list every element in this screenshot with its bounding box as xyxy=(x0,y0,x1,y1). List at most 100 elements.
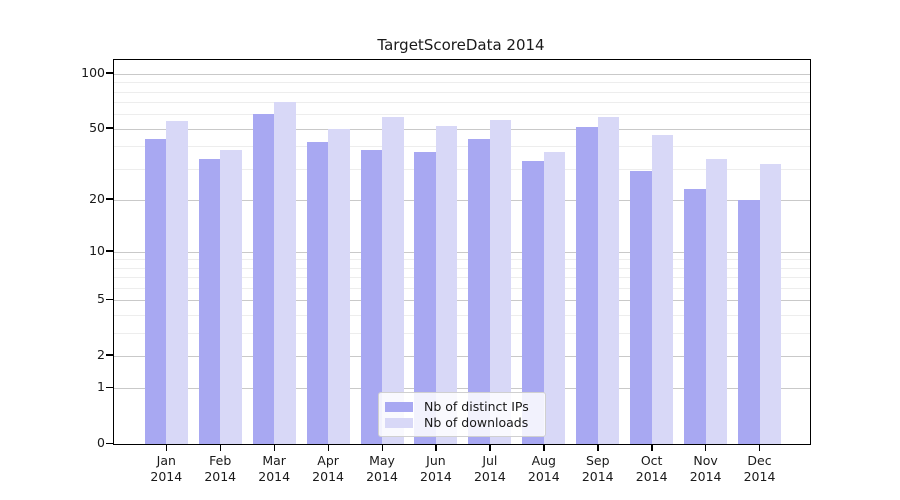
legend-swatch-downloads xyxy=(385,417,413,428)
x-tick-year: 2014 xyxy=(635,469,668,484)
x-tick-label: May 2014 xyxy=(352,453,412,485)
y-tick-mark xyxy=(106,298,113,301)
y-minor-gridline xyxy=(114,314,810,316)
x-tick-mark xyxy=(219,444,222,451)
bar-distinct-ips-may xyxy=(360,150,383,444)
y-tick-mark xyxy=(106,198,113,200)
y-major-gridline xyxy=(114,388,810,390)
bar-downloads-aug xyxy=(543,152,566,444)
x-tick-label: Jul 2014 xyxy=(460,453,520,485)
y-minor-gridline xyxy=(114,168,810,170)
y-minor-gridline xyxy=(114,277,810,279)
y-minor-gridline xyxy=(114,146,810,148)
x-tick-month: Sep xyxy=(585,453,610,468)
legend-swatch-distinct-ips xyxy=(385,401,413,412)
x-tick-year: 2014 xyxy=(150,469,183,484)
x-tick-month: Aug xyxy=(531,453,556,468)
x-tick-month: Jul xyxy=(482,453,498,468)
x-tick-month: Jan xyxy=(156,453,176,468)
x-tick-label: Apr 2014 xyxy=(298,453,358,485)
x-tick-year: 2014 xyxy=(312,469,344,484)
bar-downloads-feb xyxy=(220,150,242,444)
x-tick-label: Oct 2014 xyxy=(622,453,682,485)
y-minor-gridline xyxy=(114,91,810,93)
y-major-gridline xyxy=(114,128,810,130)
legend-label-distinct-ips: Nb of distinct IPs xyxy=(424,399,529,414)
bar-distinct-ips-nov xyxy=(684,189,706,444)
legend: Nb of distinct IPs Nb of downloads xyxy=(378,392,546,437)
y-major-gridline xyxy=(114,73,810,75)
y-major-gridline xyxy=(114,199,810,201)
x-tick-mark xyxy=(435,444,437,451)
y-tick-label: 10 xyxy=(89,242,105,258)
x-tick-label: Jan 2014 xyxy=(136,453,196,485)
x-tick-year: 2014 xyxy=(420,469,452,484)
x-tick-mark xyxy=(327,444,329,451)
y-minor-gridline xyxy=(114,267,810,269)
y-tick-label: 2 xyxy=(97,346,105,362)
chart-title: TargetScoreData 2014 xyxy=(377,36,545,54)
x-tick-mark xyxy=(705,444,707,451)
bar-distinct-ips-jan xyxy=(144,138,167,444)
x-tick-label: Nov 2014 xyxy=(676,453,736,485)
y-minor-gridline xyxy=(114,82,810,84)
bar-distinct-ips-jul xyxy=(468,138,490,444)
y-tick-label: 0 xyxy=(97,435,105,450)
bar-downloads-jan xyxy=(166,121,188,444)
x-tick-month: Jun xyxy=(426,453,446,468)
x-tick-year: 2014 xyxy=(473,469,506,484)
bar-distinct-ips-sep xyxy=(576,127,598,444)
x-tick-year: 2014 xyxy=(581,469,614,484)
x-tick-month: Dec xyxy=(747,453,772,468)
bar-distinct-ips-oct xyxy=(630,171,652,444)
plot-area xyxy=(113,59,811,445)
y-tick-label: 100 xyxy=(81,64,105,80)
y-tick-label: 5 xyxy=(97,291,105,307)
y-tick-mark xyxy=(106,354,113,356)
bar-downloads-sep xyxy=(597,116,620,444)
bar-distinct-ips-mar xyxy=(252,114,275,444)
y-major-gridline xyxy=(114,300,810,302)
bar-downloads-jun xyxy=(435,125,458,444)
x-tick-label: Mar 2014 xyxy=(244,453,304,485)
y-minor-gridline xyxy=(114,332,810,334)
x-tick-year: 2014 xyxy=(366,469,398,484)
x-tick-mark xyxy=(543,444,545,451)
y-minor-gridline xyxy=(114,259,810,261)
bar-downloads-nov xyxy=(705,158,728,444)
x-tick-month: Mar xyxy=(262,453,286,468)
x-tick-mark xyxy=(759,444,761,451)
x-tick-year: 2014 xyxy=(258,469,291,484)
bar-distinct-ips-aug xyxy=(522,161,544,444)
x-tick-year: 2014 xyxy=(527,469,560,484)
x-tick-month: Nov xyxy=(693,453,718,468)
y-tick-mark xyxy=(106,72,113,74)
legend-label-downloads: Nb of downloads xyxy=(424,415,529,430)
x-tick-label: Feb 2014 xyxy=(190,453,250,485)
y-tick-label: 20 xyxy=(89,190,105,206)
x-tick-mark xyxy=(165,444,168,451)
bar-downloads-dec xyxy=(759,163,782,444)
legend-row-distinct-ips: Nb of distinct IPs xyxy=(385,399,535,414)
y-tick-mark xyxy=(106,442,113,444)
x-tick-mark xyxy=(597,444,599,451)
y-tick-mark xyxy=(106,127,113,129)
bar-downloads-may xyxy=(382,116,404,444)
x-tick-mark xyxy=(381,444,383,451)
y-tick-mark xyxy=(106,386,113,389)
x-tick-label: Sep 2014 xyxy=(568,453,628,485)
x-tick-month: May xyxy=(369,453,395,468)
y-major-gridline xyxy=(114,251,810,253)
y-minor-gridline xyxy=(114,287,810,289)
x-tick-label: Aug 2014 xyxy=(514,453,574,485)
bar-distinct-ips-feb xyxy=(198,158,221,444)
x-tick-label: Jun 2014 xyxy=(406,453,466,485)
x-tick-mark xyxy=(651,444,653,451)
y-minor-gridline xyxy=(114,114,810,116)
x-tick-mark xyxy=(273,444,276,451)
legend-row-downloads: Nb of downloads xyxy=(385,415,535,430)
bar-downloads-apr xyxy=(328,128,350,444)
x-tick-year: 2014 xyxy=(204,469,237,484)
x-tick-label: Dec 2014 xyxy=(730,453,790,485)
